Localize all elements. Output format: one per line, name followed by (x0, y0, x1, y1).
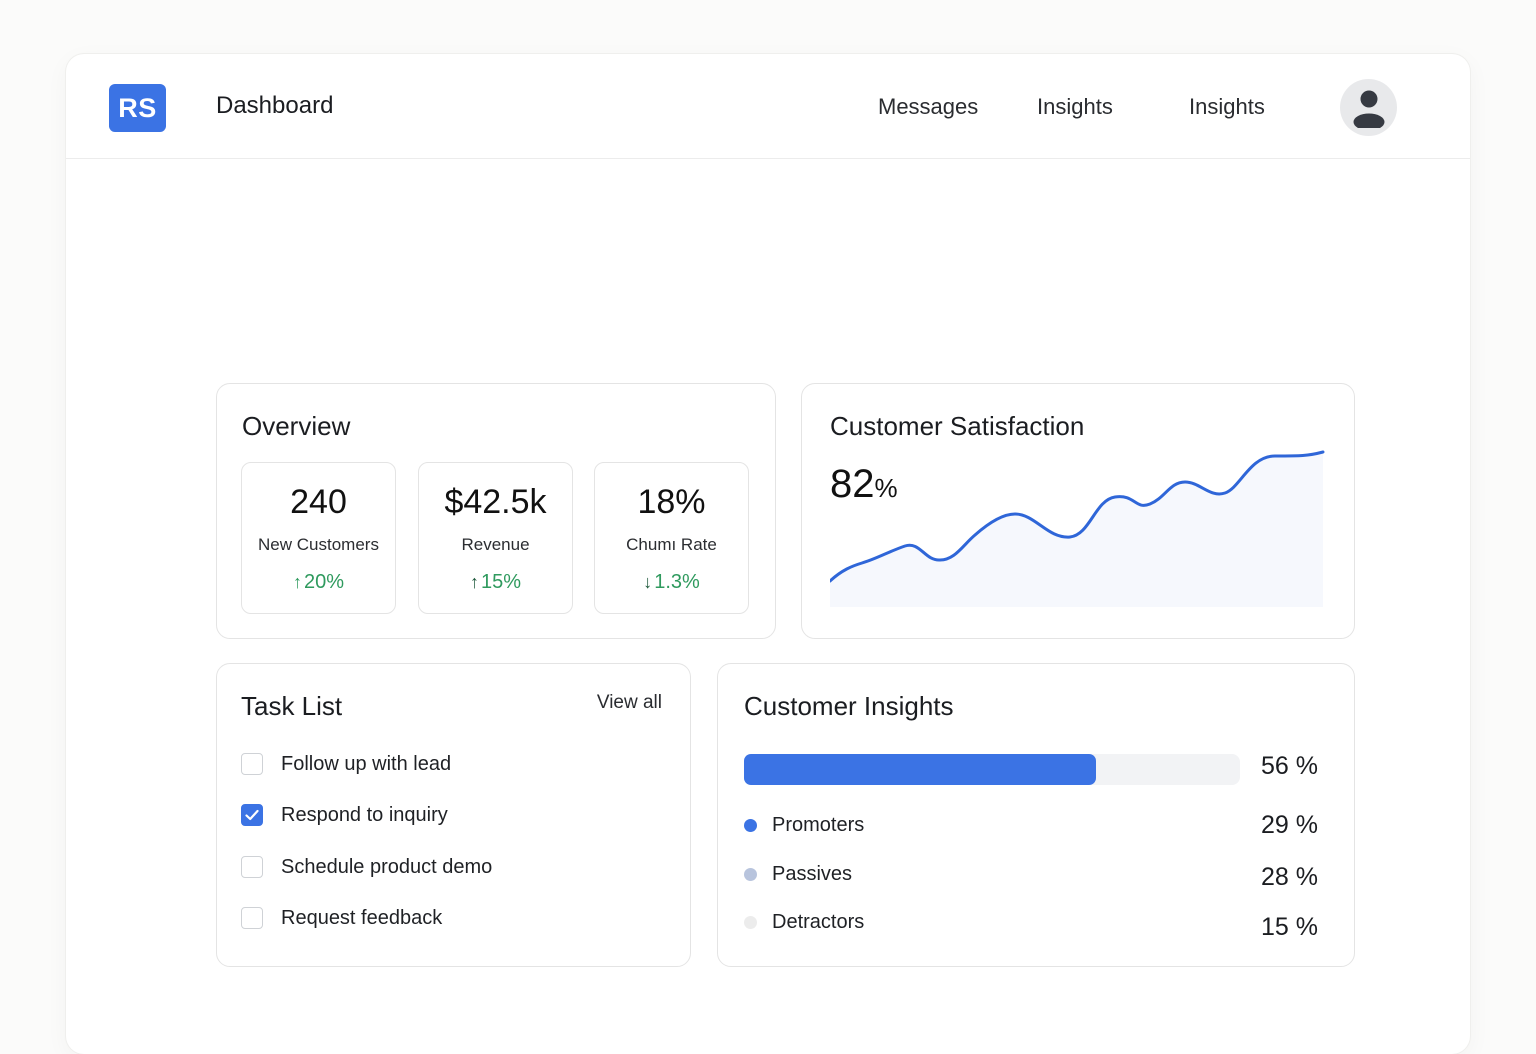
stat-delta-value: 15% (480, 571, 522, 593)
top-bar: RS Dashboard Messages Insights Insights (66, 54, 1470, 159)
stat-delta: ↑ 20% (242, 571, 395, 594)
nav-insights[interactable]: Insights (1037, 94, 1113, 119)
stat-label: Revenue (461, 535, 530, 554)
legend-label: Passives (772, 863, 853, 885)
satisfaction-number: 82 (830, 462, 875, 506)
task-checkbox[interactable] (241, 856, 263, 878)
promoters-percent: 29 % (1261, 811, 1318, 839)
task-checkbox[interactable] (241, 753, 263, 775)
customer-insights-card: Customer Insights 56 % Promoters 29 % Pa… (717, 663, 1355, 967)
legend-item-promoters: Promoters (744, 814, 864, 837)
stat-value: 240 (290, 483, 347, 521)
logo[interactable]: RS (109, 84, 166, 132)
overview-card: Overview 240 New Customers ↑ 20% $42.5k R… (216, 383, 776, 639)
task-list-title: Task List (241, 691, 343, 721)
stat-revenue: $42.5k Revenue ↑ 15% (418, 462, 573, 614)
legend-label: Detractors (772, 911, 865, 933)
task-item[interactable]: Follow up with lead (241, 751, 451, 777)
stat-value: $42.5k (444, 483, 547, 521)
trend-line (830, 450, 1325, 583)
stat-delta: ↓ 1.3% (595, 571, 748, 594)
customer-insights-title: Customer Insights (744, 691, 954, 721)
passives-dot-icon (744, 868, 757, 881)
insights-progress-bar (744, 754, 1240, 785)
task-label: Schedule product demo (281, 855, 493, 878)
arrow-down-icon: ↓ (643, 572, 653, 592)
legend-item-detractors: Detractors (744, 911, 864, 934)
stat-churn-rate: 18% Chumı Rate ↓ 1.3% (594, 462, 749, 614)
stat-delta-value: 1.3% (654, 571, 700, 593)
satisfaction-title: Customer Satisfaction (830, 411, 1085, 441)
task-item[interactable]: Request feedback (241, 905, 442, 931)
overview-title: Overview (242, 411, 351, 441)
task-item[interactable]: Schedule product demo (241, 854, 492, 880)
detractors-percent: 15 % (1261, 913, 1318, 941)
satisfaction-value: 82% (830, 462, 898, 507)
passives-percent: 28 % (1261, 863, 1318, 891)
task-item[interactable]: Respond to inquiry (241, 802, 448, 828)
user-avatar[interactable] (1340, 79, 1397, 136)
task-label: Request feedback (281, 906, 443, 929)
check-icon (245, 809, 259, 821)
arrow-up-icon: ↑ (469, 572, 479, 592)
user-avatar-icon (1353, 90, 1384, 128)
task-checkbox[interactable] (241, 804, 263, 826)
stat-delta: ↑ 15% (419, 571, 572, 594)
page-title: Dashboard (216, 92, 334, 119)
stat-label: Chumı Rate (626, 535, 717, 554)
view-all-link[interactable]: View all (596, 692, 662, 713)
detractors-dot-icon (744, 916, 757, 929)
stat-value: 18% (637, 483, 706, 521)
trend-area (830, 452, 1323, 607)
app-window: RS Dashboard Messages Insights Insights … (66, 54, 1470, 1054)
stat-new-customers: 240 New Customers ↑ 20% (241, 462, 396, 614)
insights-bar-percent: 56 % (1261, 752, 1318, 780)
task-list-card: Task List View all Follow up with lead R… (216, 663, 691, 967)
promoters-dot-icon (744, 819, 757, 832)
stat-label: New Customers (258, 535, 379, 554)
satisfaction-unit: % (874, 473, 898, 503)
legend-item-passives: Passives (744, 863, 852, 886)
legend-label: Promoters (772, 814, 865, 836)
task-label: Follow up with lead (281, 752, 452, 775)
stat-delta-value: 20% (303, 571, 345, 593)
nav-insights-secondary[interactable]: Insights (1189, 94, 1265, 119)
task-checkbox[interactable] (241, 907, 263, 929)
task-label: Respond to inquiry (281, 803, 448, 826)
arrow-up-icon: ↑ (292, 572, 302, 592)
nav-messages[interactable]: Messages (878, 94, 979, 119)
insights-progress-fill (744, 754, 1097, 785)
satisfaction-card: Customer Satisfaction 82% (801, 383, 1355, 639)
satisfaction-trend-chart (830, 450, 1325, 607)
